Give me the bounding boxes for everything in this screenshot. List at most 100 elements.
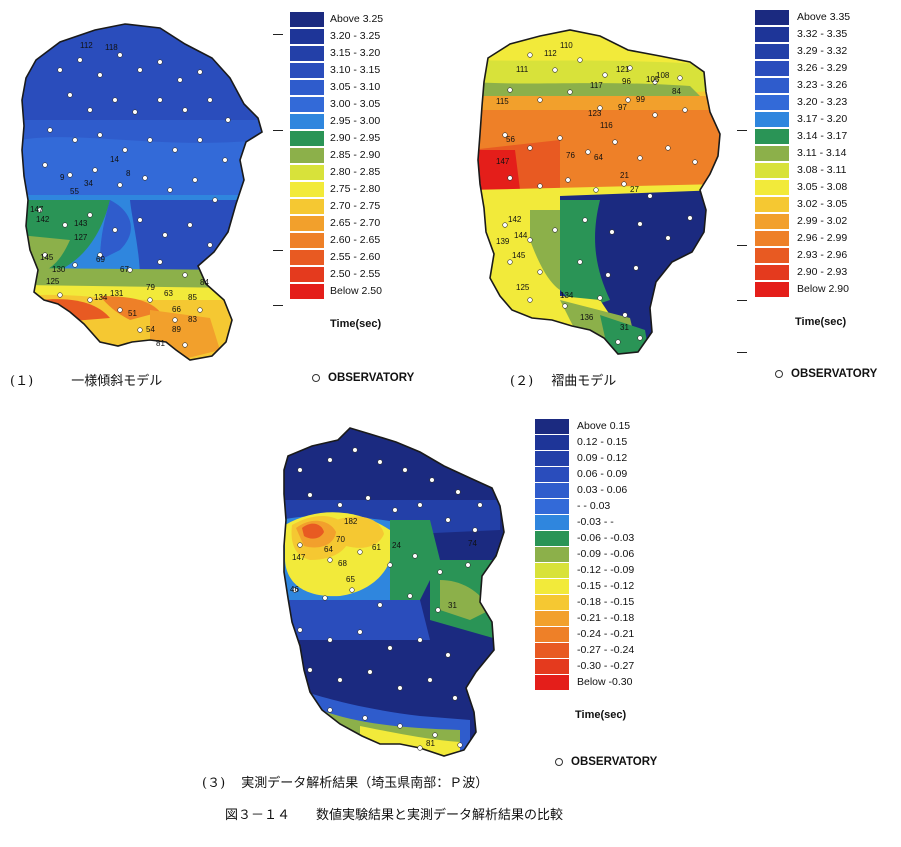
map-panel-2: 110 112 111 121 96 105 84 108 115 117 12… bbox=[477, 29, 721, 355]
station-label: 51 bbox=[128, 309, 137, 318]
legend-range-label: 3.14 - 3.17 bbox=[797, 130, 848, 142]
station-label: 55 bbox=[70, 187, 79, 196]
station-label: 64 bbox=[594, 153, 603, 162]
map-panel-1: 112 118 147 142 143 145 125 130 127 134 … bbox=[21, 23, 263, 361]
legend-swatch bbox=[755, 129, 789, 144]
tick-mark bbox=[273, 34, 283, 35]
legend-range-label: Below -0.30 bbox=[577, 676, 633, 688]
legend-range-label: Below 2.90 bbox=[797, 283, 849, 295]
station-label: 14 bbox=[110, 155, 119, 164]
station-label: 70 bbox=[336, 535, 345, 544]
legend-range-label: Above 0.15 bbox=[577, 420, 631, 432]
station-label: 81 bbox=[426, 739, 435, 748]
legend-title: Time(sec) bbox=[795, 316, 847, 328]
legend-swatch bbox=[755, 112, 789, 127]
station-label: 83 bbox=[188, 315, 197, 324]
legend-swatch bbox=[535, 563, 569, 578]
station-label: 130 bbox=[52, 265, 66, 274]
station-label: 84 bbox=[672, 87, 681, 96]
station-label: 64 bbox=[324, 545, 333, 554]
legend-range-label: 2.99 - 3.02 bbox=[797, 215, 848, 227]
station-label: 147 bbox=[30, 205, 44, 214]
legend-swatch bbox=[535, 627, 569, 642]
station-label: 142 bbox=[36, 215, 50, 224]
legend-swatch bbox=[290, 284, 324, 299]
legend-swatch bbox=[290, 131, 324, 146]
legend-range-label: 2.60 - 2.65 bbox=[330, 234, 381, 246]
legend-swatch bbox=[755, 214, 789, 229]
legend-range-label: - - 0.03 bbox=[577, 500, 611, 512]
station-label: 105 bbox=[646, 75, 660, 84]
legend-swatch bbox=[755, 248, 789, 263]
station-label: 85 bbox=[188, 293, 197, 302]
station-label: 89 bbox=[172, 325, 181, 334]
observatory-dots-2 bbox=[502, 52, 698, 345]
station-label: 139 bbox=[496, 237, 510, 246]
panel-3-caption: (３) 実測データ解析結果（埼玉県南部：Ｐ波） bbox=[202, 772, 488, 791]
tick-mark bbox=[273, 305, 283, 306]
legend-swatch bbox=[290, 80, 324, 95]
station-label: 147 bbox=[292, 553, 306, 562]
observatory-legend-1: OBSERVATORY bbox=[312, 372, 414, 384]
observatory-dot-icon bbox=[775, 369, 783, 378]
legend-range-label: 3.05 - 3.08 bbox=[797, 181, 848, 193]
legend-swatch bbox=[290, 29, 324, 44]
station-label: 108 bbox=[656, 71, 670, 80]
panel-number: (３) bbox=[202, 776, 226, 791]
legend-range-label: -0.15 - -0.12 bbox=[577, 580, 635, 592]
panel-title: 実測データ解析結果（埼玉県南部：Ｐ波） bbox=[241, 776, 489, 791]
station-label: 134 bbox=[94, 293, 108, 302]
legend-range-label: Above 3.25 bbox=[330, 13, 384, 25]
legend-range-label: 2.85 - 2.90 bbox=[330, 149, 381, 161]
observatory-legend-2: OBSERVATORY bbox=[775, 368, 877, 380]
legend-range-label: 3.10 - 3.15 bbox=[330, 64, 381, 76]
legend-range-label: 2.93 - 2.96 bbox=[797, 249, 848, 261]
legend-swatch bbox=[535, 531, 569, 546]
legend-swatch bbox=[290, 216, 324, 231]
legend-swatch bbox=[290, 12, 324, 27]
legend-swatch bbox=[755, 78, 789, 93]
station-label: 61 bbox=[372, 543, 381, 552]
station-label: 116 bbox=[600, 121, 613, 130]
station-label: 27 bbox=[630, 185, 639, 194]
legend-range-label: 2.70 - 2.75 bbox=[330, 200, 381, 212]
panel-1-caption: (１) 一様傾斜モデル bbox=[10, 370, 162, 389]
legend-swatch bbox=[535, 611, 569, 626]
legend-swatch bbox=[755, 10, 789, 25]
legend-swatch bbox=[290, 97, 324, 112]
station-label: 54 bbox=[146, 325, 155, 334]
observatory-label: OBSERVATORY bbox=[791, 368, 878, 380]
legend-swatch bbox=[535, 675, 569, 690]
station-label: 67 bbox=[120, 265, 129, 274]
legend-range-label: 3.02 - 3.05 bbox=[797, 198, 848, 210]
station-label: 182 bbox=[344, 517, 358, 526]
legend-range-label: 0.06 - 0.09 bbox=[577, 468, 628, 480]
station-label: 21 bbox=[620, 171, 629, 180]
station-label: 123 bbox=[588, 109, 602, 118]
panel-title: 一様傾斜モデル bbox=[71, 374, 163, 389]
legend-range-label: -0.12 - -0.09 bbox=[577, 564, 635, 576]
legend-title: Time(sec) bbox=[330, 318, 382, 330]
legend-range-label: Above 3.35 bbox=[797, 11, 851, 23]
legend-swatch bbox=[755, 61, 789, 76]
station-label: 34 bbox=[84, 179, 93, 188]
legend-range-label: 2.65 - 2.70 bbox=[330, 217, 381, 229]
legend-swatch bbox=[535, 659, 569, 674]
legend-swatch bbox=[535, 467, 569, 482]
panel-number: (１) bbox=[10, 374, 34, 389]
station-label: 145 bbox=[512, 251, 526, 260]
legend-range-label: -0.18 - -0.15 bbox=[577, 596, 635, 608]
station-label: 84 bbox=[200, 278, 209, 287]
legend-range-label: 3.23 - 3.26 bbox=[797, 79, 848, 91]
legend-swatch bbox=[535, 451, 569, 466]
legend-swatch bbox=[290, 250, 324, 265]
panel-title: 褶曲モデル bbox=[551, 374, 617, 389]
legend-range-label: 3.05 - 3.10 bbox=[330, 81, 381, 93]
legend-range-label: 3.15 - 3.20 bbox=[330, 47, 381, 59]
station-label: 125 bbox=[516, 283, 530, 292]
map-panel-3: 182 147 64 70 61 68 65 24 46 74 31 81 bbox=[283, 427, 505, 757]
observatory-legend-3: OBSERVATORY bbox=[555, 756, 657, 768]
station-label: 112 bbox=[544, 49, 557, 58]
legend-swatch bbox=[290, 165, 324, 180]
